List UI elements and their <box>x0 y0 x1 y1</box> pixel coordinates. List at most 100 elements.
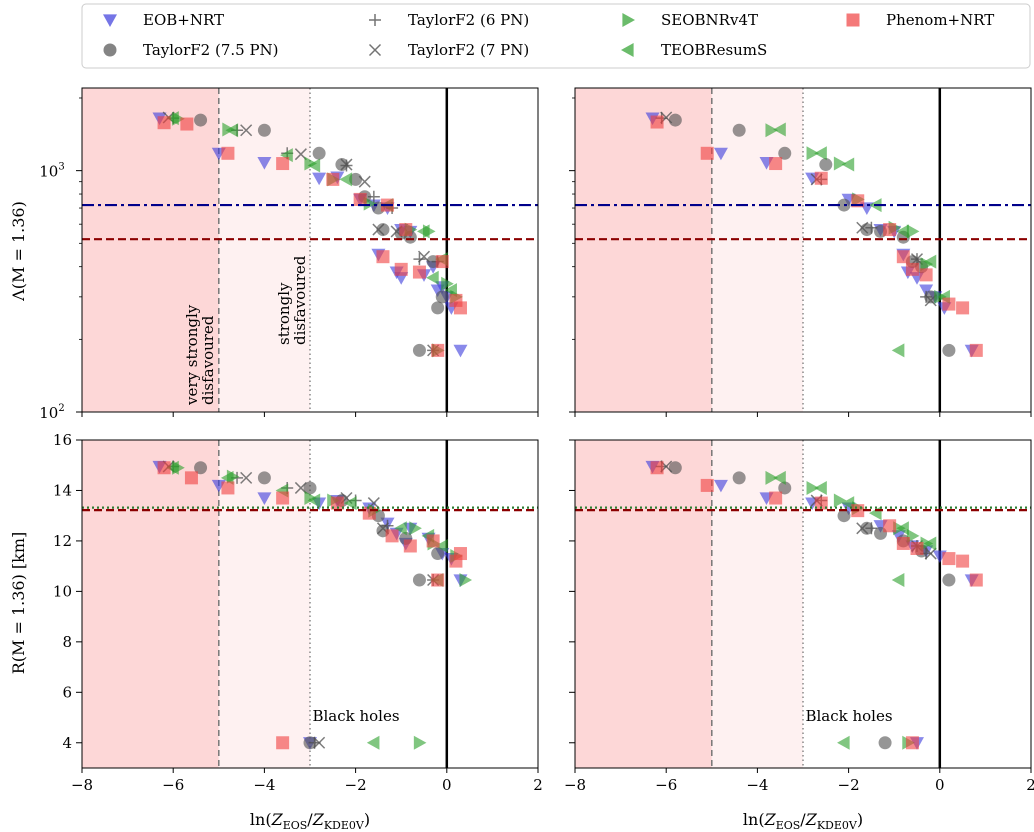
data-point <box>732 123 746 137</box>
data-point <box>276 157 290 171</box>
disfavoured-region <box>711 88 803 412</box>
data-point <box>257 156 272 170</box>
y-tick-label: 14 <box>53 481 72 499</box>
data-point <box>773 122 786 137</box>
data-point <box>335 158 349 172</box>
very-strongly-line2: disfavoured <box>199 315 217 405</box>
data-point <box>157 116 171 130</box>
data-point <box>814 146 827 161</box>
legend-marker <box>369 14 381 26</box>
data-point <box>435 538 448 553</box>
data-point <box>814 171 828 185</box>
data-point <box>668 461 682 475</box>
legend-label: EOB+NRT <box>143 11 224 29</box>
y-tick-label: 102 <box>39 403 64 422</box>
very-strongly-line1: very strongly <box>183 304 201 406</box>
data-point <box>778 481 792 495</box>
data-point <box>431 343 445 357</box>
black-holes-label-left: Black holes <box>312 707 399 725</box>
disfavoured-region <box>711 440 803 768</box>
scatter-points <box>645 111 983 358</box>
data-point <box>221 481 235 495</box>
y-tick-label: 103 <box>39 162 64 181</box>
data-point <box>700 478 714 492</box>
x-tick-label: 2 <box>1026 776 1034 794</box>
data-point <box>307 158 321 173</box>
data-point <box>891 573 905 588</box>
scatter-points <box>152 460 473 750</box>
data-point <box>417 224 430 239</box>
disfavoured-region <box>218 88 310 412</box>
data-point <box>833 156 847 171</box>
data-point <box>650 115 664 129</box>
data-point <box>814 496 828 510</box>
legend-label: TaylorF2 (7 PN) <box>408 41 529 59</box>
data-point <box>905 262 919 276</box>
x-tick-label: −6 <box>162 776 184 794</box>
legend-marker <box>622 13 635 27</box>
data-point <box>240 124 253 137</box>
data-point <box>394 521 407 536</box>
data-point <box>412 265 426 279</box>
y-tick-label: 10 <box>53 582 72 600</box>
data-point <box>668 113 682 127</box>
data-point <box>778 146 792 160</box>
data-point <box>349 172 363 186</box>
data-point <box>956 554 970 568</box>
data-point <box>833 493 847 508</box>
data-point <box>180 117 194 131</box>
disfavoured-region <box>82 440 219 768</box>
data-point <box>339 172 353 187</box>
data-point <box>403 539 417 553</box>
data-point <box>417 250 431 263</box>
data-point <box>773 470 786 485</box>
disfavoured-region <box>575 440 712 768</box>
x-tick-label: 0 <box>442 776 452 794</box>
data-point <box>969 343 983 357</box>
data-point <box>435 255 449 269</box>
disfavoured-region <box>575 88 712 412</box>
data-point <box>919 284 934 298</box>
data-point <box>257 492 272 506</box>
data-point <box>240 471 253 484</box>
data-point <box>896 224 909 239</box>
black-holes-label-right: Black holes <box>805 707 892 725</box>
data-point <box>166 111 179 126</box>
data-point <box>426 534 440 548</box>
panel-bottom-right: −8 −6 −4 −2 0 2 <box>564 439 1034 794</box>
legend-label: SEOBNRv4T <box>661 11 758 29</box>
data-point <box>366 735 380 750</box>
annotations: very strongly disfavoured strongly disfa… <box>183 255 893 725</box>
data-point <box>956 301 970 315</box>
data-point <box>372 223 385 236</box>
data-point <box>878 736 892 750</box>
data-point <box>330 496 344 510</box>
data-point <box>883 223 897 237</box>
legend-entry: Phenom+NRT <box>846 11 994 29</box>
data-point <box>376 250 390 264</box>
data-point <box>650 461 664 475</box>
data-point <box>920 257 934 272</box>
data-point <box>942 573 956 587</box>
x-tick-label: −2 <box>345 776 367 794</box>
data-point <box>307 493 321 508</box>
y-axis-label-bottom: R(M = 1.36) [km] <box>9 532 28 675</box>
data-point <box>700 146 714 160</box>
data-point <box>814 480 827 495</box>
data-point <box>919 268 933 282</box>
panel-top-right <box>569 87 1032 417</box>
disfavoured-region <box>82 88 219 412</box>
data-point <box>276 491 290 505</box>
data-point <box>819 158 833 172</box>
x-axis-label-right: ln(ZEOS/ZKDE0V) <box>743 810 863 832</box>
data-point <box>353 192 367 206</box>
strongly-line2: disfavoured <box>291 255 309 345</box>
panel-top-left: 102 103 <box>39 87 539 422</box>
data-point <box>312 146 326 160</box>
data-point <box>394 262 408 276</box>
data-point <box>806 146 820 161</box>
data-point <box>326 172 340 186</box>
y-tick-label: 16 <box>53 431 72 449</box>
x-tick-label: 2 <box>533 776 543 794</box>
legend: EOB+NRT TaylorF2 (7.5 PN) TaylorF2 (6 PN) T… <box>81 3 1031 69</box>
